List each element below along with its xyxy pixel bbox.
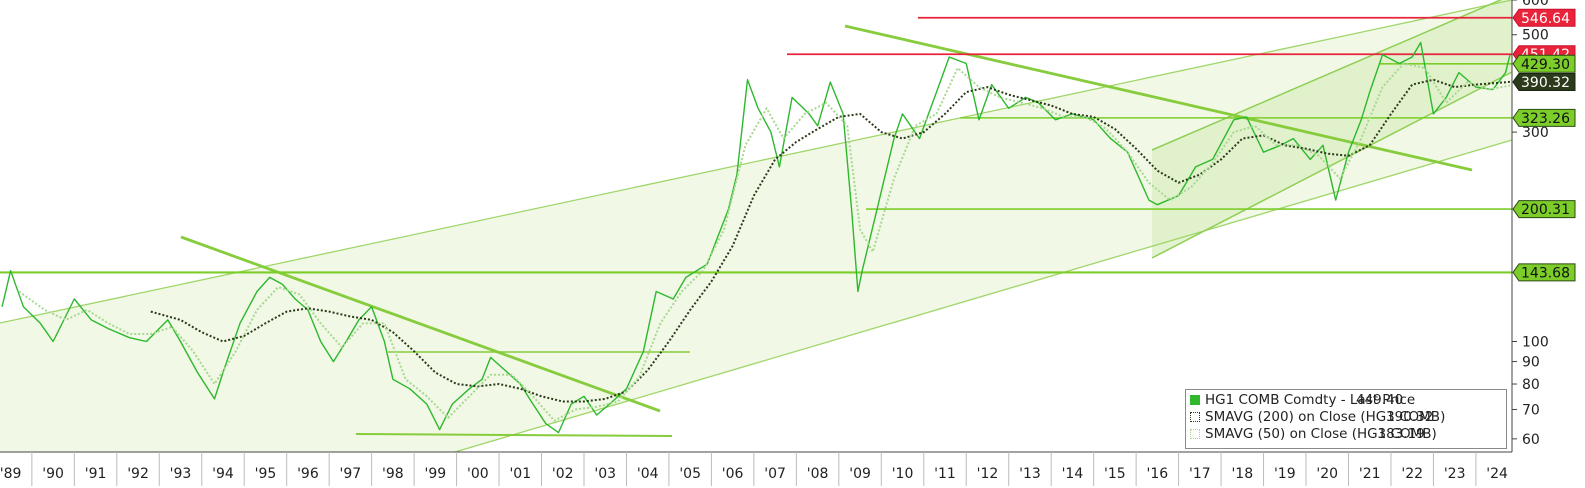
x-tick-label-35: '24 (1486, 466, 1508, 482)
x-tick-label-30: '19 (1274, 466, 1296, 482)
x-tick-label-17: '06 (722, 466, 744, 482)
legend-item-smavg-50: SMAVG (50) on Close (HG1 COMB) 383.19 (1190, 426, 1437, 443)
x-tick-label-9: '98 (382, 466, 404, 482)
level-tag-2 (1512, 54, 1576, 73)
x-tick-label-33: '22 (1401, 466, 1423, 482)
x-tick-label-23: '12 (977, 466, 999, 482)
y-tick-label-7: 600 (1522, 0, 1549, 9)
x-tick-label-15: '04 (637, 466, 659, 482)
x-tick-label-19: '08 (807, 466, 829, 482)
legend-value-smavg-50: 383.19 (1377, 426, 1425, 442)
x-tick-label-4: '93 (170, 466, 192, 482)
x-tick-label-21: '10 (892, 466, 914, 482)
x-tick-label-3: '92 (127, 466, 149, 482)
x-tick-label-29: '18 (1231, 466, 1253, 482)
x-tick-label-24: '13 (1019, 466, 1041, 482)
legend-item-last-price: HG1 COMB Comdty - Last Price 449.40 (1190, 392, 1415, 409)
level-tag-label-2: 429.30 (1521, 57, 1570, 73)
y-tick-label-5: 300 (1522, 125, 1549, 141)
x-tick-label-31: '20 (1316, 466, 1338, 482)
y-tick-label-1: 70 (1522, 402, 1540, 418)
x-tick-label-16: '05 (679, 466, 701, 482)
y-tick-label-0: 60 (1522, 432, 1540, 448)
long-term-channel-fill (0, 0, 1512, 452)
legend-value-last-price: 449.40 (1355, 392, 1404, 408)
series-line-1 (150, 78, 1510, 403)
level-tag-label-6: 143.68 (1521, 265, 1570, 281)
level-tag-6 (1512, 263, 1576, 282)
x-tick-label-6: '95 (255, 466, 277, 482)
y-tick-label-2: 80 (1522, 377, 1540, 393)
x-tick-label-12: '01 (509, 466, 531, 482)
x-tick-label-14: '03 (594, 466, 616, 482)
level-tag-4 (1512, 108, 1576, 127)
x-tick-label-28: '17 (1189, 466, 1211, 482)
legend-label-smavg-200: SMAVG (200) on Close (HG1 COMB) (1205, 409, 1446, 425)
recent-channel-lower-line (1151, 71, 1513, 259)
downtrend-line-1995 (180, 235, 661, 413)
x-axis: '89 '90 '91 '92 '93 '94 '95 '96 '97 '98 '99 '00 '01 '… (0, 451, 1512, 486)
legend-swatch-smavg-200 (1190, 412, 1200, 422)
x-tick-label-0: '89 (0, 466, 21, 482)
y-tick-label-3: 90 (1522, 355, 1540, 371)
support-line-1999 (355, 433, 673, 437)
level-tag-label-3: 390.32 (1521, 75, 1570, 91)
x-tick-label-32: '21 (1359, 466, 1381, 482)
legend-swatch-last-price (1190, 395, 1200, 405)
level-tag-label-0: 546.64 (1521, 11, 1570, 27)
x-tick-label-11: '00 (467, 466, 489, 482)
y-tick-label-4: 100 (1522, 334, 1549, 350)
legend-swatch-smavg-50 (1190, 429, 1200, 439)
level-tag-label-5: 200.31 (1521, 202, 1570, 218)
level-tag-5 (1512, 200, 1576, 219)
x-tick-label-2: '91 (85, 466, 107, 482)
x-tick-label-7: '96 (297, 466, 319, 482)
x-tick-label-10: '99 (425, 466, 447, 482)
legend-label-last-price: HG1 COMB Comdty - Last Price (1205, 392, 1416, 408)
x-tick-label-8: '97 (340, 466, 362, 482)
level-tag-3 (1512, 72, 1576, 91)
x-tick-label-20: '09 (849, 466, 871, 482)
level-tags: 546.64451.42429.30390.32323.26200.31143.… (1512, 8, 1576, 282)
legend-label-smavg-50: SMAVG (50) on Close (HG1 COMB) (1205, 426, 1437, 442)
level-tag-0 (1512, 8, 1576, 27)
recent-channel-upper-line (1151, 0, 1503, 151)
x-tick-label-26: '15 (1104, 466, 1126, 482)
x-tick-label-34: '23 (1444, 466, 1466, 482)
y-tick-label-6: 500 (1522, 28, 1549, 44)
x-tick-label-5: '94 (212, 466, 234, 482)
level-tag-label-4: 323.26 (1521, 111, 1570, 127)
x-tick-label-1: '90 (42, 466, 64, 482)
channel-fills (0, 0, 1512, 452)
y-axis: 60 70 80 90 100 300 500 600 (1511, 0, 1549, 452)
horizontal-levels (0, 16, 1512, 274)
x-tick-label-27: '16 (1147, 466, 1169, 482)
x-tick-label-22: '11 (934, 466, 956, 482)
series-layer (1, 41, 1511, 434)
legend-value-smavg-200: 390.32 (1386, 409, 1434, 425)
legend-item-smavg-200: SMAVG (200) on Close (HG1 COMB) 390.32 (1190, 409, 1445, 426)
series-line-2 (18, 62, 1511, 422)
x-tick-label-25: '14 (1062, 466, 1084, 482)
trendlines (0, 0, 1513, 453)
legend: HG1 COMB Comdty - Last Price 449.40 SMAV… (1185, 389, 1507, 449)
x-tick-label-13: '02 (552, 466, 574, 482)
x-tick-label-18: '07 (764, 466, 786, 482)
